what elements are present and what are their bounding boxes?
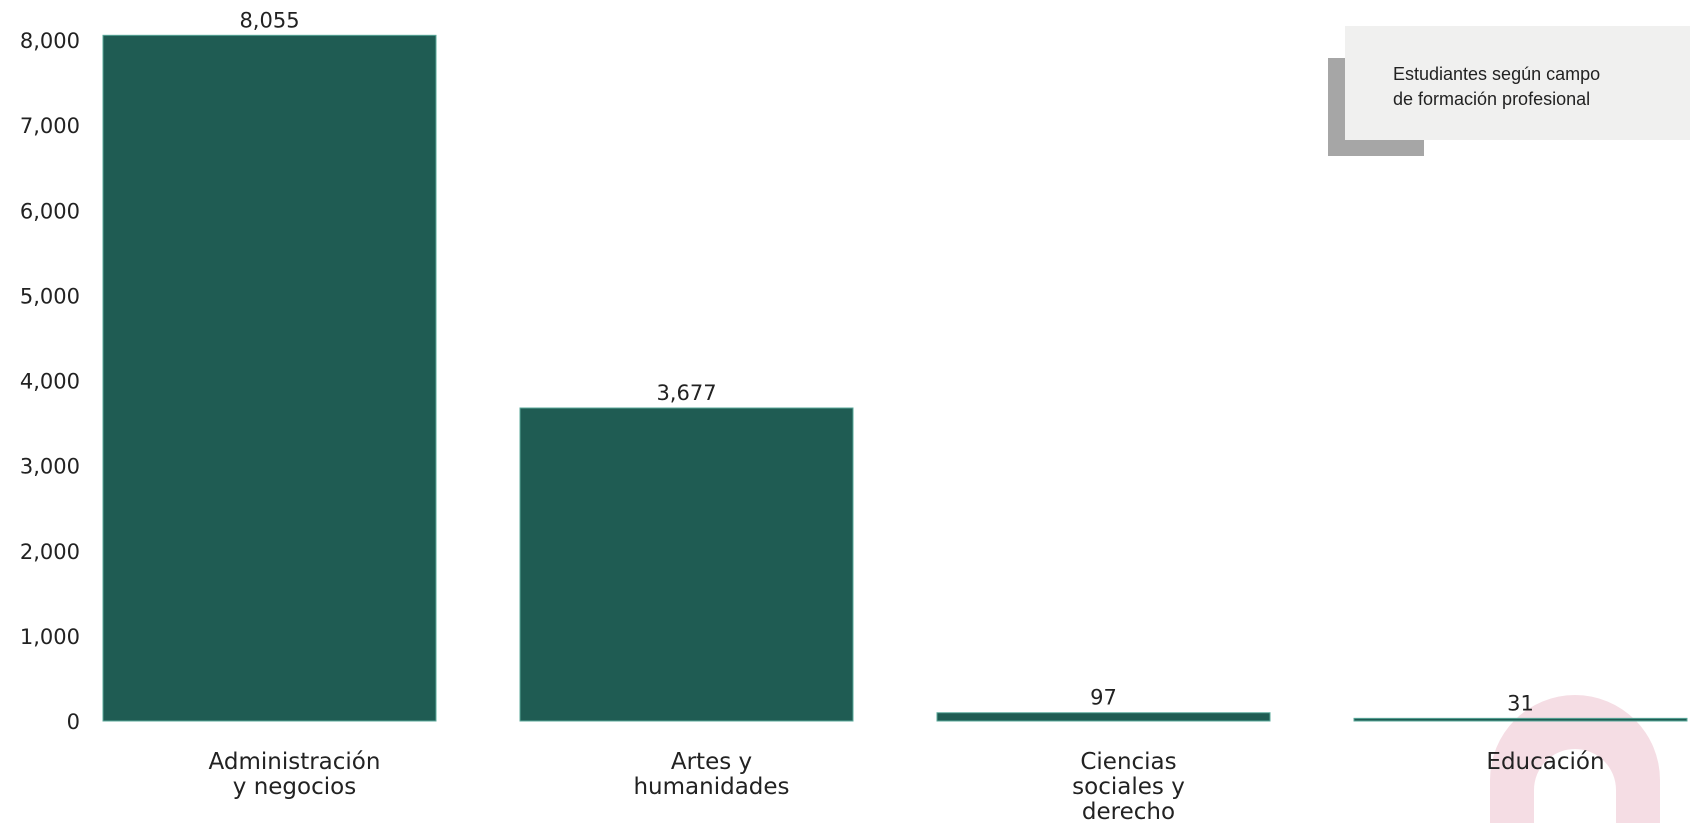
x-category-label-line: Artes y — [671, 749, 752, 775]
bar — [1353, 717, 1688, 722]
y-axis: 0 1,000 2,000 3,000 4,000 5,000 6,000 7,000 8,00… — [20, 29, 80, 734]
legend-box — [1345, 26, 1690, 140]
data-label: 97 — [1090, 686, 1117, 710]
bar — [936, 712, 1271, 722]
y-tick-label: 8,000 — [20, 29, 80, 53]
data-label: 31 — [1507, 691, 1534, 715]
y-tick-label: 0 — [67, 710, 80, 734]
x-category-label: Administración y negocios — [209, 749, 381, 800]
bar — [102, 34, 437, 722]
bar — [519, 407, 854, 722]
bars — [102, 34, 1688, 722]
legend: Estudiantes según campo de formación pro… — [1328, 26, 1690, 156]
legend-line-2: de formación profesional — [1393, 89, 1590, 109]
data-labels: 8,055 3,677 97 31 — [239, 8, 1533, 715]
x-category-label-line: y negocios — [233, 774, 356, 800]
watermark-arc — [1490, 695, 1660, 823]
x-category-label: Artes y humanidades — [633, 749, 789, 800]
svg-text:Estudiantes según campo: Estudiantes según campo de formación pro… — [1393, 64, 1605, 109]
y-tick-label: 6,000 — [20, 199, 80, 223]
data-label: 3,677 — [656, 381, 716, 405]
x-category-label: Educación — [1486, 749, 1604, 775]
y-tick-label: 3,000 — [20, 455, 80, 479]
y-tick-label: 4,000 — [20, 370, 80, 394]
x-category-label-line: Educación — [1486, 749, 1604, 775]
y-tick-label: 2,000 — [20, 540, 80, 564]
x-category-label: Ciencias sociales y derecho — [1072, 749, 1185, 823]
x-category-label-line: Administración — [209, 749, 381, 775]
x-category-label-line: Ciencias — [1080, 749, 1176, 775]
y-tick-label: 1,000 — [20, 625, 80, 649]
x-category-label-line: sociales y — [1072, 774, 1185, 800]
y-tick-label: 7,000 — [20, 114, 80, 138]
legend-line-1: Estudiantes según campo — [1393, 64, 1600, 84]
x-axis-labels: Administración y negocios Artes y humanidad… — [209, 749, 1605, 823]
x-category-label-line: humanidades — [633, 774, 789, 800]
y-tick-label: 5,000 — [20, 284, 80, 308]
x-category-label-line: derecho — [1082, 799, 1175, 823]
data-label: 8,055 — [239, 8, 299, 32]
